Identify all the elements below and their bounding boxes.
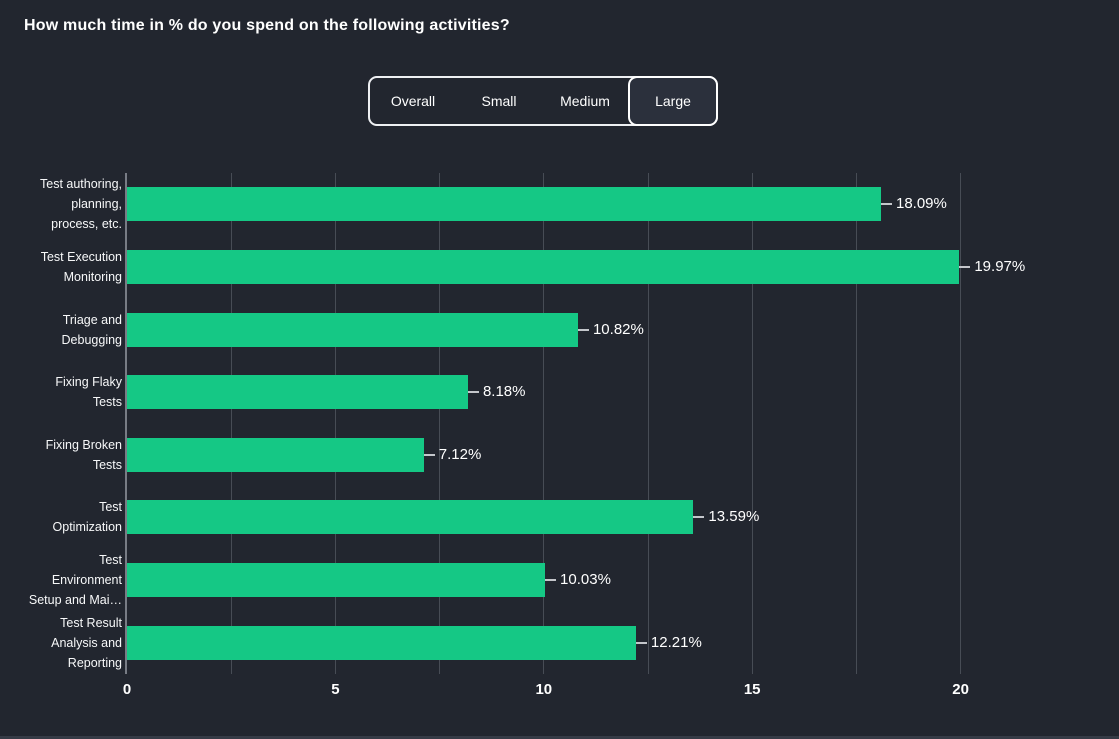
gridline-x-20: [960, 173, 962, 674]
value-leader-line: [577, 328, 589, 331]
tab-label: Overall: [390, 93, 436, 109]
page-title: How much time in % do you spend on the f…: [24, 17, 510, 34]
gridline-x-12.5: [647, 173, 649, 674]
bar-segment[interactable]: [127, 500, 694, 535]
value-label: 8.18%: [482, 383, 526, 401]
value-leader-line: [545, 579, 557, 582]
bar-segment[interactable]: [127, 187, 881, 222]
category-label: Test Environment Setup and Mai…: [28, 553, 122, 608]
x-tick-label-20: 20: [952, 681, 969, 698]
gridline-x-5: [334, 173, 336, 674]
x-tick-label-0: 0: [122, 681, 132, 698]
tab-label: Large: [655, 93, 691, 109]
gridline-x-7.5: [439, 173, 441, 674]
page-bottom-edge: [0, 736, 1119, 739]
value-label: 13.59%: [708, 508, 760, 526]
bar-segment[interactable]: [127, 249, 960, 284]
gridline-x-15: [751, 173, 753, 674]
value-label: 18.09%: [895, 195, 947, 213]
value-label: 7.12%: [438, 445, 482, 463]
value-leader-line: [880, 203, 892, 206]
tab-medium[interactable]: Medium: [542, 78, 628, 124]
value-leader-line: [959, 265, 971, 268]
value-label: 19.97%: [974, 257, 1026, 275]
tab-overall[interactable]: Overall: [370, 78, 456, 124]
category-label: Fixing Flaky Tests: [55, 375, 122, 410]
bar-segment[interactable]: [127, 563, 546, 598]
bar-segment[interactable]: [127, 625, 636, 660]
x-tick-label-5: 5: [331, 681, 340, 698]
x-tick-label-15: 15: [743, 681, 761, 698]
tab-small[interactable]: Small: [456, 78, 542, 124]
category-label: Fixing Broken Tests: [45, 437, 122, 472]
value-label: 12.21%: [650, 633, 702, 651]
category-label: Test Execution Monitoring: [40, 249, 122, 284]
category-label: Triage and Debugging: [61, 312, 122, 347]
value-leader-line: [423, 453, 435, 456]
value-leader-line: [467, 391, 479, 394]
x-tick-label-10: 10: [535, 681, 553, 698]
bar-segment[interactable]: [127, 375, 468, 410]
tab-label: Small: [481, 93, 517, 109]
gridline-x-17.5: [855, 173, 857, 674]
bar-segment[interactable]: [127, 437, 424, 472]
bar-segment[interactable]: [127, 312, 578, 347]
tab-label: Medium: [560, 93, 610, 109]
category-label: Test Result Analysis and Reporting: [51, 615, 122, 670]
tab-large[interactable]: Large: [628, 76, 718, 126]
value-label: 10.82%: [592, 320, 644, 338]
gridline-x-2.5: [230, 173, 232, 674]
category-label: Test authoring, planning, process, etc.: [40, 177, 122, 232]
gridline-x-10: [543, 173, 545, 674]
size-filter-tabs: Overall Small Medium Large: [368, 76, 718, 126]
y-axis-line: [125, 173, 127, 674]
value-leader-line: [693, 516, 705, 519]
category-label: Test Optimization: [52, 500, 122, 535]
value-label: 10.03%: [560, 571, 611, 589]
value-leader-line: [635, 641, 647, 644]
